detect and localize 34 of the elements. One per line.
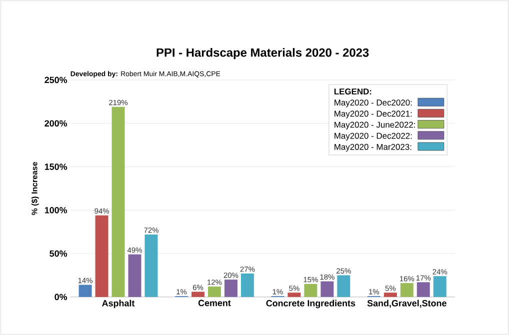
bar [78,284,92,297]
bar [112,106,125,297]
y-tick-label: 250% [44,76,68,84]
bar [191,292,204,297]
bar [416,282,430,297]
bar [288,292,301,297]
bar [224,280,238,297]
y-tick-label: 100% [44,206,68,214]
legend-label: May2020 - Dec2022: [334,132,412,140]
legend-label: May2020 - Dec2020: [334,100,412,108]
y-tick-label: 150% [44,164,68,170]
chart-title: PPI - Hardscape Materials 2020 - 2023 [156,48,369,60]
bar [95,215,108,297]
y-tick-label: 50% [50,250,68,257]
y-tick-label: 0% [54,294,68,300]
bar [384,292,397,297]
bar [240,273,254,297]
legend-label: May2020 - June2022: [334,122,415,130]
x-tick-label: Cement [198,300,231,306]
legend-title: LEGEND: [334,88,372,94]
bar [128,254,142,297]
bar [320,281,334,297]
legend-label: May2020 - Dec2021: [334,110,412,118]
x-tick-label: Concrete Ingredients [266,300,356,308]
bar [400,283,414,297]
bar [337,275,350,297]
bar [208,286,221,297]
legend-label: May2020 - Mar2023: [334,144,412,152]
bar [304,284,318,297]
y-tick-label: 200% [44,120,68,126]
bar [433,276,446,297]
x-tick-label: Asphalt [102,300,135,308]
bar [144,234,158,297]
x-tick-label: Sand,Gravel,Stone [367,300,446,308]
